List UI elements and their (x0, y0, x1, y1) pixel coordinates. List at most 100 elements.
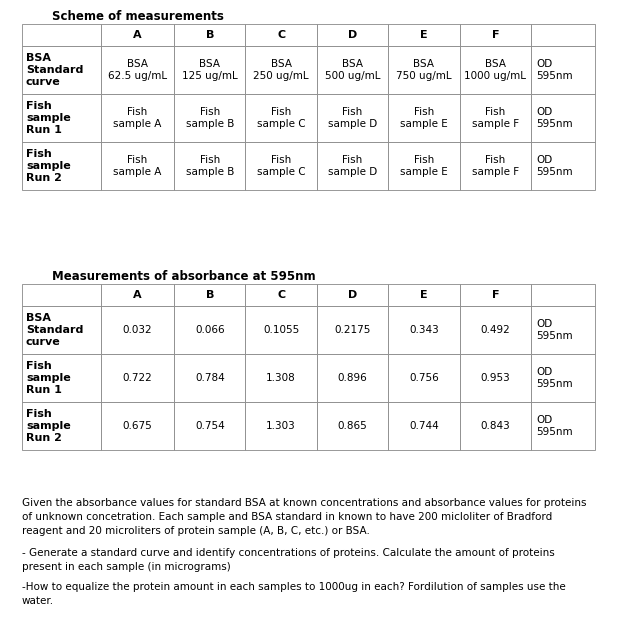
Text: Fish
sample A: Fish sample A (113, 155, 162, 177)
Text: Fish
sample F: Fish sample F (472, 155, 519, 177)
Text: F: F (491, 30, 499, 40)
Bar (317, 306, 388, 354)
Bar (101, 284, 174, 306)
Text: Fish
sample B: Fish sample B (186, 155, 234, 177)
Text: Fish
sample D: Fish sample D (328, 107, 377, 129)
Bar (101, 46, 174, 94)
Text: 0.722: 0.722 (123, 373, 152, 383)
Bar (531, 306, 595, 354)
Bar (531, 46, 595, 94)
Bar (317, 402, 388, 450)
Bar (317, 354, 388, 402)
Bar (245, 24, 317, 46)
Text: Fish
sample B: Fish sample B (186, 107, 234, 129)
Bar (531, 142, 595, 190)
Bar (388, 354, 460, 402)
Text: 0.492: 0.492 (481, 325, 510, 335)
Bar (22, 354, 101, 402)
Text: Fish
sample E: Fish sample E (400, 107, 448, 129)
Text: Fish
sample A: Fish sample A (113, 107, 162, 129)
Bar (388, 94, 460, 142)
Text: -How to equalize the protein amount in each samples to 1000ug in each? Fordiluti: -How to equalize the protein amount in e… (22, 582, 565, 606)
Bar (531, 94, 595, 142)
Text: D: D (348, 290, 357, 300)
Text: Fish
sample C: Fish sample C (257, 155, 306, 177)
Text: BSA
Standard
curve: BSA Standard curve (26, 312, 84, 347)
Bar (460, 46, 531, 94)
Text: 0.343: 0.343 (409, 325, 439, 335)
Text: Fish
sample F: Fish sample F (472, 107, 519, 129)
Text: Fish
sample E: Fish sample E (400, 155, 448, 177)
Bar (101, 306, 174, 354)
Bar (22, 284, 101, 306)
Bar (531, 354, 595, 402)
Bar (388, 284, 460, 306)
Bar (101, 402, 174, 450)
Bar (174, 402, 245, 450)
Text: 0.1055: 0.1055 (263, 325, 299, 335)
Text: 0.756: 0.756 (409, 373, 439, 383)
Text: 0.066: 0.066 (195, 325, 225, 335)
Text: BSA
125 ug/mL: BSA 125 ug/mL (182, 59, 238, 81)
Text: OD
595nm: OD 595nm (536, 59, 572, 81)
Text: OD
595nm: OD 595nm (536, 107, 572, 129)
Text: C: C (277, 290, 285, 300)
Text: E: E (420, 30, 428, 40)
Bar (460, 142, 531, 190)
Text: BSA
750 ug/mL: BSA 750 ug/mL (396, 59, 452, 81)
Text: Fish
sample
Run 1: Fish sample Run 1 (26, 361, 70, 396)
Text: Given the absorbance values for standard BSA at known concentrations and absorba: Given the absorbance values for standard… (22, 498, 586, 536)
Bar (245, 142, 317, 190)
Bar (22, 94, 101, 142)
Text: OD
595nm: OD 595nm (536, 415, 572, 438)
Text: Fish
sample C: Fish sample C (257, 107, 306, 129)
Bar (22, 402, 101, 450)
Text: 0.865: 0.865 (338, 421, 367, 431)
Bar (531, 24, 595, 46)
Text: 0.843: 0.843 (481, 421, 510, 431)
Bar (101, 24, 174, 46)
Text: 0.953: 0.953 (481, 373, 510, 383)
Bar (245, 284, 317, 306)
Text: 0.744: 0.744 (409, 421, 439, 431)
Bar (317, 94, 388, 142)
Bar (460, 94, 531, 142)
Bar (245, 46, 317, 94)
Text: D: D (348, 30, 357, 40)
Bar (245, 354, 317, 402)
Text: A: A (133, 290, 142, 300)
Text: 1.303: 1.303 (266, 421, 296, 431)
Bar (460, 402, 531, 450)
Bar (22, 142, 101, 190)
Bar (174, 46, 245, 94)
Text: 0.754: 0.754 (195, 421, 225, 431)
Text: B: B (206, 290, 214, 300)
Text: BSA
Standard
curve: BSA Standard curve (26, 53, 84, 88)
Bar (22, 24, 101, 46)
Text: B: B (206, 30, 214, 40)
Text: BSA
250 ug/mL: BSA 250 ug/mL (253, 59, 309, 81)
Bar (174, 306, 245, 354)
Text: E: E (420, 290, 428, 300)
Bar (531, 402, 595, 450)
Bar (460, 24, 531, 46)
Text: 0.2175: 0.2175 (335, 325, 370, 335)
Bar (22, 306, 101, 354)
Text: OD
595nm: OD 595nm (536, 319, 572, 341)
Bar (245, 402, 317, 450)
Bar (460, 354, 531, 402)
Text: BSA
500 ug/mL: BSA 500 ug/mL (325, 59, 381, 81)
Text: BSA
1000 ug/mL: BSA 1000 ug/mL (464, 59, 526, 81)
Text: BSA
62.5 ug/mL: BSA 62.5 ug/mL (108, 59, 167, 81)
Text: 0.784: 0.784 (195, 373, 225, 383)
Bar (317, 24, 388, 46)
Bar (460, 284, 531, 306)
Text: 0.896: 0.896 (338, 373, 367, 383)
Text: OD
595nm: OD 595nm (536, 155, 572, 177)
Text: 0.032: 0.032 (123, 325, 152, 335)
Text: Measurements of absorbance at 595nm: Measurements of absorbance at 595nm (52, 270, 316, 283)
Text: Scheme of measurements: Scheme of measurements (52, 10, 224, 23)
Bar (245, 306, 317, 354)
Text: F: F (491, 290, 499, 300)
Bar (174, 284, 245, 306)
